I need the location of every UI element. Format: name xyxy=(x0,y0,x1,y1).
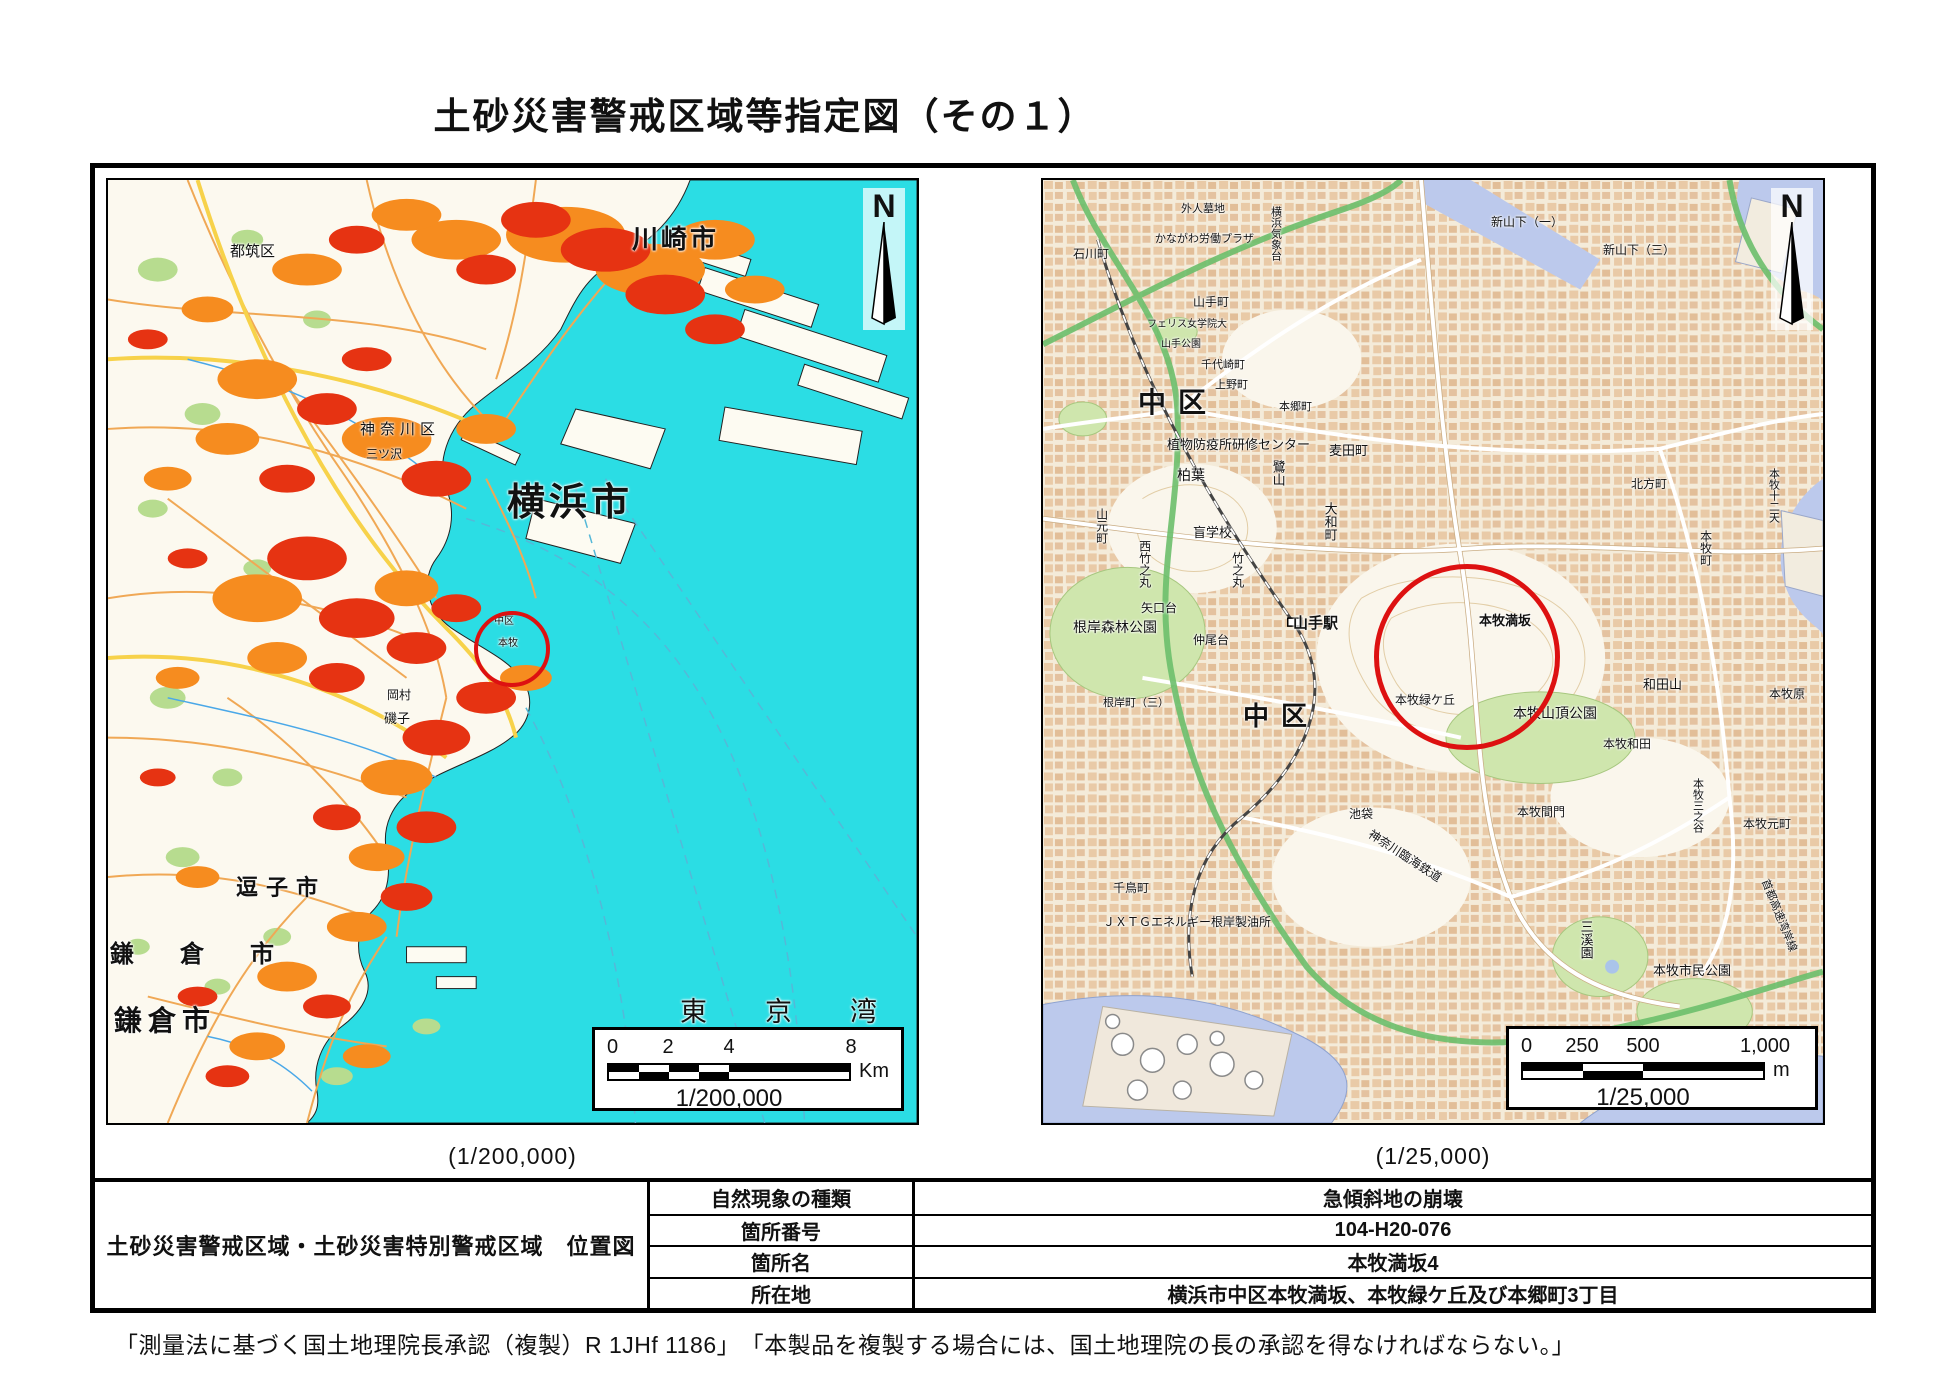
designated-area-circle-overview xyxy=(474,611,550,687)
scale-ticks: 0 250 500 1,000 xyxy=(1521,1035,1790,1059)
table-row-label: 箇所名 xyxy=(650,1245,912,1277)
table-row-value: 急傾斜地の崩壊 xyxy=(1323,1189,1463,1212)
overview-map-caption: (1/200,000) xyxy=(448,1143,577,1169)
detail-map: 中区 中区 山手駅 植物防疫所研修センター 柏葉 鷺山 麦田町 大和町 盲学校 竹之丸 山元町 西竹之… xyxy=(1041,178,1825,1125)
designated-area-circle-detail xyxy=(1374,564,1560,750)
scale-tick: 2 xyxy=(662,1036,674,1058)
north-label: N xyxy=(872,188,896,224)
info-table-value-column: 急傾斜地の崩壊 104-H20-076 本牧満坂4 横浜市中区本牧満坂、本牧緑ケ… xyxy=(915,1182,1871,1308)
overview-map-art xyxy=(108,180,917,1123)
north-arrow: N xyxy=(863,188,905,330)
scale-bar-overview: 0 2 4 8 Km 1/200,000 xyxy=(592,1027,904,1112)
scale-bar-detail: 0 250 500 1,000 m 1/25,000 xyxy=(1506,1026,1818,1111)
table-row-value: 本牧満坂4 xyxy=(915,1245,1871,1277)
scale-tick: 8 xyxy=(845,1036,857,1058)
info-table-label-column: 自然現象の種類 箇所番号 箇所名 所在地 xyxy=(647,1182,915,1308)
table-row-label: 箇所番号 xyxy=(650,1213,912,1246)
table-row-value: 104-H20-076 xyxy=(915,1213,1871,1246)
scale-tick: 1,000 xyxy=(1739,1035,1791,1057)
scale-checker-bar xyxy=(607,1062,851,1081)
scale-tick: 250 xyxy=(1565,1035,1599,1057)
scale-ticks: 0 2 4 8 xyxy=(607,1036,857,1060)
scale-tick: 500 xyxy=(1626,1035,1660,1057)
scale-ratio: 1/25,000 xyxy=(1596,1084,1690,1111)
overview-map: 横浜市 川崎市 東京湾 鎌倉市 鎌倉市 逗子市 都筑区 神奈川区 三ツ沢 中区 本牧 岡村 磯子 N 0… xyxy=(106,178,919,1125)
scale-ratio: 1/200,000 xyxy=(675,1085,783,1112)
figure-frame: 横浜市 川崎市 東京湾 鎌倉市 鎌倉市 逗子市 都筑区 神奈川区 三ツ沢 中区 本牧 岡村 磯子 N 0… xyxy=(90,163,1876,1313)
table-row-value: 横浜市中区本牧満坂、本牧緑ケ丘及び本郷町3丁目 xyxy=(915,1276,1871,1309)
scale-tick: 4 xyxy=(723,1036,735,1058)
info-table: 土砂災害警戒区域・土砂災害特別警戒区域 位置図 自然現象の種類 箇所番号 箇所名… xyxy=(95,1178,1871,1308)
scale-unit: Km xyxy=(859,1060,889,1082)
north-label: N xyxy=(1780,188,1804,224)
north-arrow: N xyxy=(1771,188,1813,330)
scale-unit: m xyxy=(1773,1059,1790,1081)
page-title: 土砂災害警戒区域等指定図（その１） xyxy=(433,96,1097,137)
table-row-label: 自然現象の種類 xyxy=(711,1189,851,1212)
info-table-title: 土砂災害警戒区域・土砂災害特別警戒区域 位置図 xyxy=(106,1234,636,1259)
copyright-note: 「測量法に基づく国土地理院長承認（複製）R 1JHf 1186」 「本製品を複製… xyxy=(115,1332,1576,1358)
scale-tick: 0 xyxy=(607,1036,619,1058)
north-needle-icon xyxy=(1779,222,1804,326)
scale-tick: 0 xyxy=(1521,1035,1533,1057)
scale-checker-bar xyxy=(1521,1061,1765,1080)
north-needle-icon xyxy=(871,222,896,326)
table-row-label: 所在地 xyxy=(650,1276,912,1309)
detail-map-caption: (1/25,000) xyxy=(1375,1143,1491,1169)
